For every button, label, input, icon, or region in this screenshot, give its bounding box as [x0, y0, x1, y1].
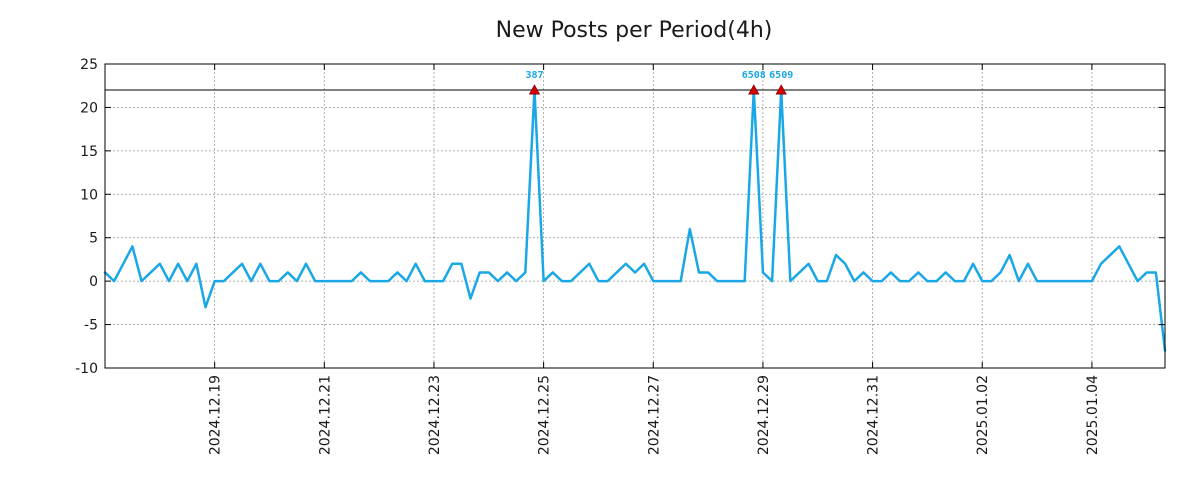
peak-annotation: 6509 [769, 70, 793, 81]
grid-layer [105, 64, 1165, 368]
y-tick-label: 5 [89, 231, 98, 247]
label-layer: 25 20 15 10 5 0 -5 -10 2024.12.19 2024.12.21 2024.… [75, 57, 1101, 455]
x-tick-label: 2025.01.04 [1085, 375, 1101, 455]
chart-title: New Posts per Period(4h) [496, 18, 773, 43]
x-tick-label: 2024.12.31 [866, 375, 882, 455]
peak-marker [528, 84, 541, 95]
y-tick-label: -10 [75, 361, 98, 377]
y-tick-label: -5 [84, 318, 98, 334]
y-tick-label: 15 [80, 144, 98, 160]
peak-marker [775, 84, 787, 95]
axis-layer [104, 63, 1166, 369]
x-tick-label: 2024.12.25 [537, 375, 553, 455]
y-tick-label: 25 [80, 57, 98, 73]
series-line [103, 88, 1167, 352]
y-tick-label: 0 [89, 274, 98, 290]
x-tick-label: 2024.12.19 [208, 375, 224, 455]
peak-annotation: 6508 [742, 70, 766, 81]
y-tick-label: 20 [80, 100, 98, 116]
peak-annotation: 387 [525, 70, 543, 81]
plot-border [104, 63, 1166, 369]
x-tick-label: 2024.12.29 [756, 375, 772, 455]
x-tick-label: 2024.12.21 [317, 375, 333, 455]
x-tick-label: 2025.01.02 [975, 375, 991, 455]
x-tick-label: 2024.12.27 [646, 375, 662, 455]
x-tick-label: 2024.12.23 [427, 375, 443, 455]
y-tick-label: 10 [80, 187, 98, 203]
peak-marker [748, 84, 760, 95]
line-layer [103, 88, 1167, 352]
marker-layer: 387 6508 6509 [525, 70, 793, 95]
